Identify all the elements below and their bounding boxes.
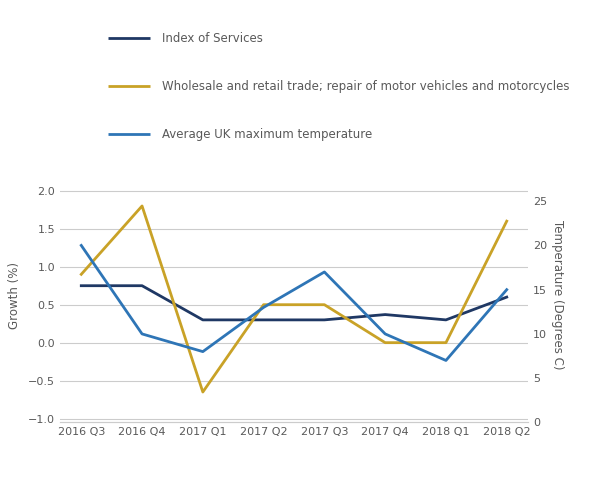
Y-axis label: Growth (%): Growth (%): [8, 262, 21, 329]
Text: Wholesale and retail trade; repair of motor vehicles and motorcycles: Wholesale and retail trade; repair of mo…: [162, 80, 569, 93]
Y-axis label: Temperature (Degrees C): Temperature (Degrees C): [551, 220, 563, 370]
Text: Index of Services: Index of Services: [162, 32, 263, 45]
Text: Average UK maximum temperature: Average UK maximum temperature: [162, 128, 372, 141]
